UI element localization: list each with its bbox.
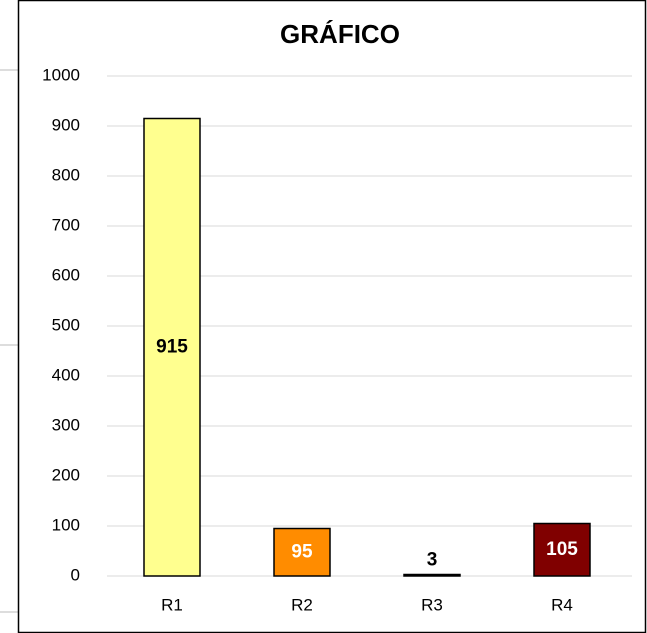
bar: [533, 522, 591, 577]
data-label: 95: [291, 541, 313, 562]
y-tick-label: 900: [52, 115, 80, 134]
bar: [273, 527, 331, 577]
x-tick-label: R4: [551, 595, 573, 614]
data-label: 915: [156, 336, 188, 357]
y-tick-label: 100: [52, 515, 80, 534]
y-tick-label: 1000: [42, 65, 80, 84]
y-tick-label: 200: [52, 465, 80, 484]
y-tick-label: 300: [52, 415, 80, 434]
data-label: 3: [427, 550, 438, 571]
x-tick-label: R1: [161, 595, 183, 614]
data-label: 105: [546, 539, 578, 560]
x-tick-label: R3: [421, 595, 443, 614]
bar: [143, 117, 201, 577]
chart-title: GRÁFICO: [280, 19, 400, 49]
y-tick-label: 700: [52, 215, 80, 234]
y-tick-label: 0: [71, 565, 80, 584]
x-tick-label: R2: [291, 595, 313, 614]
y-tick-label: 600: [52, 265, 80, 284]
bar: [403, 573, 461, 577]
y-tick-label: 500: [52, 315, 80, 334]
y-tick-label: 800: [52, 165, 80, 184]
y-tick-label: 400: [52, 365, 80, 384]
